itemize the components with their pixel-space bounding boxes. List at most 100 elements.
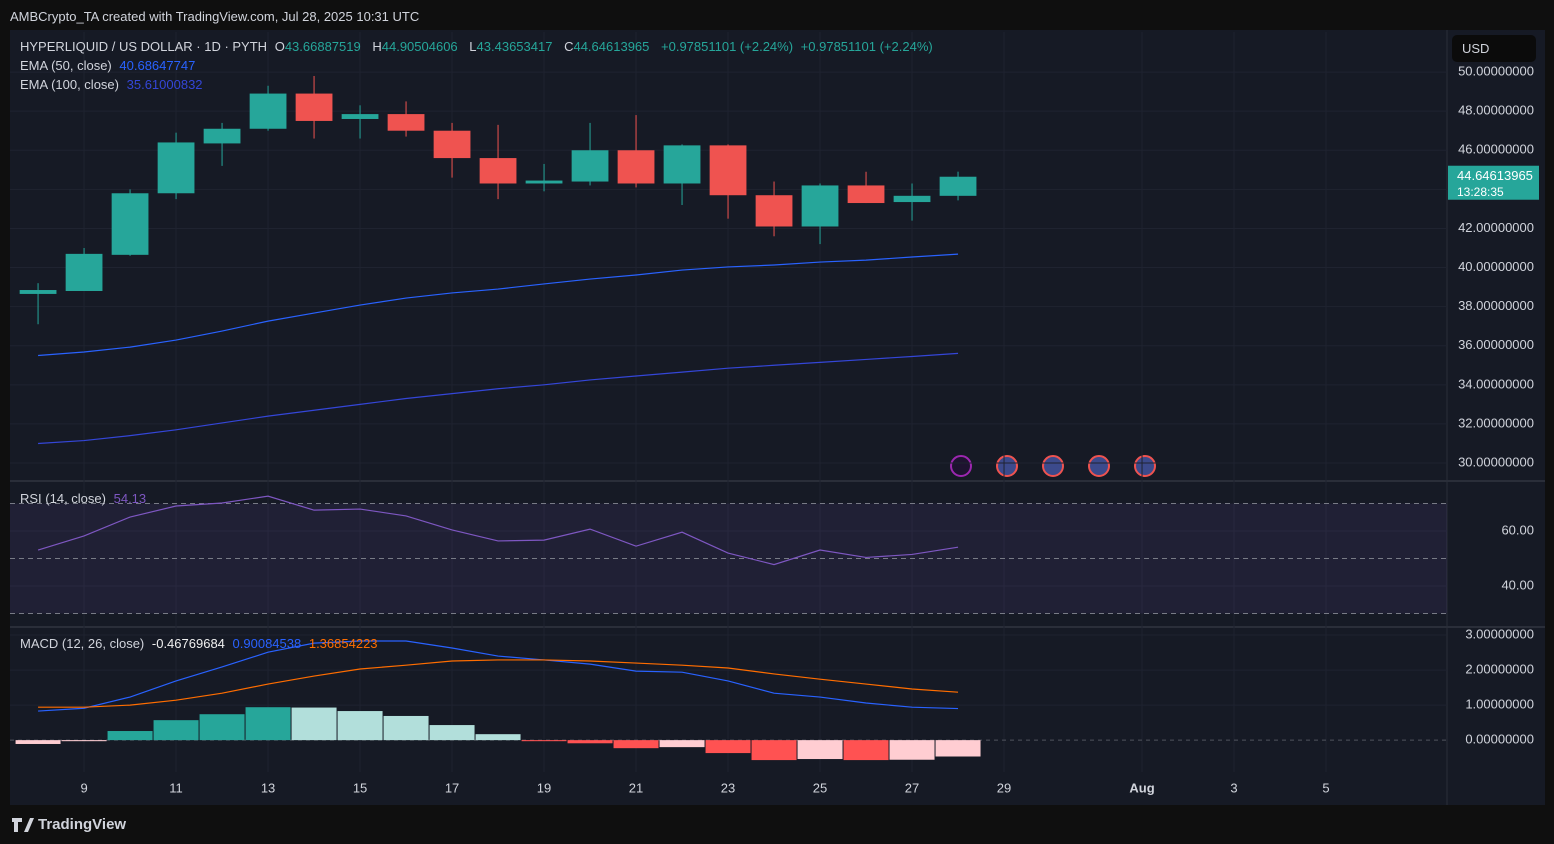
y-tick-label: 2.00000000	[1465, 662, 1534, 677]
histogram-bar	[659, 740, 705, 748]
candle-body	[433, 130, 471, 159]
candle-body	[893, 195, 931, 203]
x-tick-label: 21	[629, 780, 643, 795]
ohlc-open: O43.66887519	[275, 39, 365, 54]
ohlc-value: 44.90504606	[381, 39, 458, 54]
histogram-bar	[61, 740, 107, 742]
x-tick-label: 29	[997, 780, 1011, 795]
candle-body	[387, 114, 425, 131]
ema-legend: EMA (50, close) 40.68647747	[20, 58, 199, 73]
candle-body	[571, 150, 609, 182]
x-tick-label: 19	[537, 780, 551, 795]
candle-body	[525, 180, 563, 184]
histogram-bar	[15, 740, 61, 744]
candle-body	[801, 185, 839, 227]
histogram-bar	[383, 715, 429, 741]
y-tick-label: 3.00000000	[1465, 626, 1534, 641]
y-tick-label: 40.00000000	[1458, 259, 1534, 274]
y-tick-label: 46.00000000	[1458, 142, 1534, 157]
legend-value: 40.68647747	[119, 58, 196, 73]
histogram-bar	[199, 714, 245, 741]
indicator-line	[38, 253, 959, 357]
histogram-bar	[475, 734, 521, 741]
y-tick-label: 48.00000000	[1458, 103, 1534, 118]
legend-name: RSI (14, close)	[20, 491, 106, 506]
candle-body	[939, 176, 977, 196]
histogram-bar	[337, 711, 383, 741]
change: +0.97851101 (+2.24%)	[661, 39, 794, 54]
histogram-bar	[245, 707, 291, 741]
histogram-bar	[889, 740, 935, 760]
macd-legend: MACD (12, 26, close) -0.46769684 0.90084…	[20, 636, 382, 651]
histogram-bar	[935, 740, 981, 757]
legend-value: 0.90084538	[232, 636, 302, 651]
ema-legend: EMA (100, close) 35.61000832	[20, 77, 207, 92]
price-tag	[1448, 165, 1539, 200]
indicator-line	[38, 640, 959, 712]
y-tick-label: 36.00000000	[1458, 337, 1534, 352]
ohlc-label: O	[274, 39, 285, 54]
candle-body	[157, 142, 195, 194]
legend-value: 54.13	[113, 491, 147, 506]
candle-body	[295, 93, 333, 121]
ohlc-close: C44.64613965	[564, 39, 653, 54]
histogram-bar	[567, 740, 613, 744]
legend-name: EMA (50, close)	[20, 58, 112, 73]
change: +0.97851101 (+2.24%)	[800, 39, 933, 54]
x-tick-label: 17	[445, 780, 459, 795]
x-tick-label: 3	[1230, 780, 1237, 795]
candle-body	[341, 114, 379, 119]
ohlc-value: 43.66887519	[284, 39, 361, 54]
y-tick-label: 60.00	[1501, 522, 1534, 537]
indicator-line	[38, 352, 959, 445]
histogram-bar	[291, 707, 337, 741]
indicator-line	[37, 495, 959, 566]
x-tick-label: 9	[80, 780, 87, 795]
histogram-bar	[521, 740, 567, 742]
x-tick-label: 11	[169, 780, 183, 795]
candle-body	[755, 195, 793, 227]
event-icon	[996, 455, 1018, 477]
y-tick-label: 38.00000000	[1458, 298, 1534, 313]
candle-body	[65, 253, 103, 292]
rsi-legend: RSI (14, close) 54.13	[20, 491, 150, 506]
histogram-bar	[843, 740, 889, 761]
ohlc-label: L	[469, 39, 477, 54]
ohlc-label: C	[564, 39, 574, 54]
legend-name: EMA (100, close)	[20, 77, 119, 92]
brand: TradingView	[38, 816, 127, 833]
y-tick-label: 30.00000000	[1458, 454, 1534, 469]
event-icons	[950, 455, 1156, 477]
histogram-bar	[429, 725, 475, 741]
ohlc-low: L43.43653417	[469, 39, 556, 54]
histogram-bar	[797, 740, 843, 760]
event-icon	[1134, 455, 1156, 477]
event-icon	[1042, 455, 1064, 477]
rsi-band	[10, 503, 1447, 614]
candle-body	[479, 158, 517, 184]
candle-body	[663, 145, 701, 184]
candle-body	[203, 128, 241, 144]
indicator-line	[38, 659, 959, 708]
symbol-title: HYPERLIQUID / US DOLLAR · 1D · PYTH	[20, 39, 268, 54]
x-tick-label: 13	[261, 780, 275, 795]
candle-body	[249, 93, 287, 129]
event-icon	[1088, 455, 1110, 477]
legend-value: -0.46769684	[151, 636, 225, 651]
brand-logo	[12, 818, 34, 832]
price-legend: HYPERLIQUID / US DOLLAR · 1D · PYTH O43.…	[20, 39, 937, 54]
x-tick-label: 25	[813, 780, 827, 795]
chart-background	[10, 30, 1545, 805]
histogram-bar	[751, 740, 797, 761]
x-tick-label: 27	[905, 780, 919, 795]
price-tag-value: 44.64613965	[1457, 168, 1533, 183]
currency-button[interactable]: USD	[1452, 35, 1536, 62]
x-tick-label: Aug	[1129, 780, 1154, 795]
y-tick-label: 42.00000000	[1458, 220, 1534, 235]
candle-body	[111, 193, 149, 255]
legend-name: MACD (12, 26, close)	[20, 636, 145, 651]
ohlc-label: H	[372, 39, 382, 54]
event-icon	[950, 455, 972, 477]
